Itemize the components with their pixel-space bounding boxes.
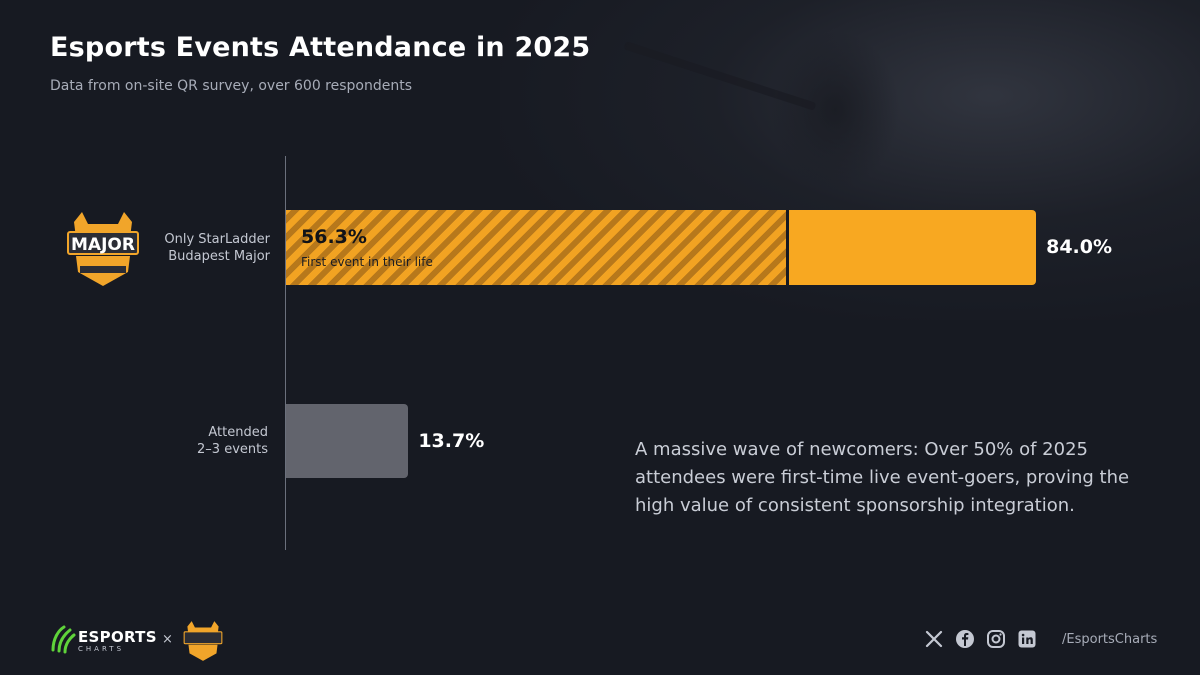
category-label-line: Only StarLadder (164, 232, 270, 247)
annotation-text: A massive wave of newcomers: Over 50% of… (635, 439, 1130, 516)
category-label-line: 2–3 events (197, 442, 268, 457)
first-event-caption: First event in their life (301, 255, 433, 269)
times-symbol: × (162, 632, 173, 647)
esports-charts-logo-icon (51, 625, 76, 654)
brand-subname: CHARTS (78, 645, 125, 653)
y-axis-line (285, 156, 286, 550)
major-logo-icon: MAJOR (67, 212, 139, 286)
chart-subtitle: Data from on-site QR survey, over 600 re… (50, 78, 413, 94)
value-label-major: 84.0% (1046, 236, 1113, 258)
category-label-line: Budapest Major (168, 249, 270, 264)
svg-text:MAJOR: MAJOR (71, 235, 135, 255)
bar-first-event-segment (286, 210, 789, 285)
first-event-value-label: 56.3% (301, 226, 367, 248)
brand-name: ESPORTS (78, 628, 157, 646)
value-label-attended: 13.7% (418, 430, 485, 452)
instagram-icon[interactable] (986, 629, 1006, 649)
soldier-silhouette (770, 30, 900, 190)
facebook-icon[interactable] (955, 629, 975, 649)
chart-title: Esports Events Attendance in 2025 (50, 32, 591, 63)
category-label-major: Only StarLadder Budapest Major (70, 231, 270, 265)
major-logo-small-icon (183, 621, 223, 661)
category-label-attended: Attended 2–3 events (68, 424, 268, 458)
linkedin-icon[interactable] (1017, 629, 1037, 649)
bar-attended-2-3 (286, 404, 409, 478)
x-icon[interactable] (924, 629, 944, 649)
social-handle[interactable]: /EsportsCharts (1062, 632, 1158, 647)
category-label-line: Attended (208, 425, 268, 440)
